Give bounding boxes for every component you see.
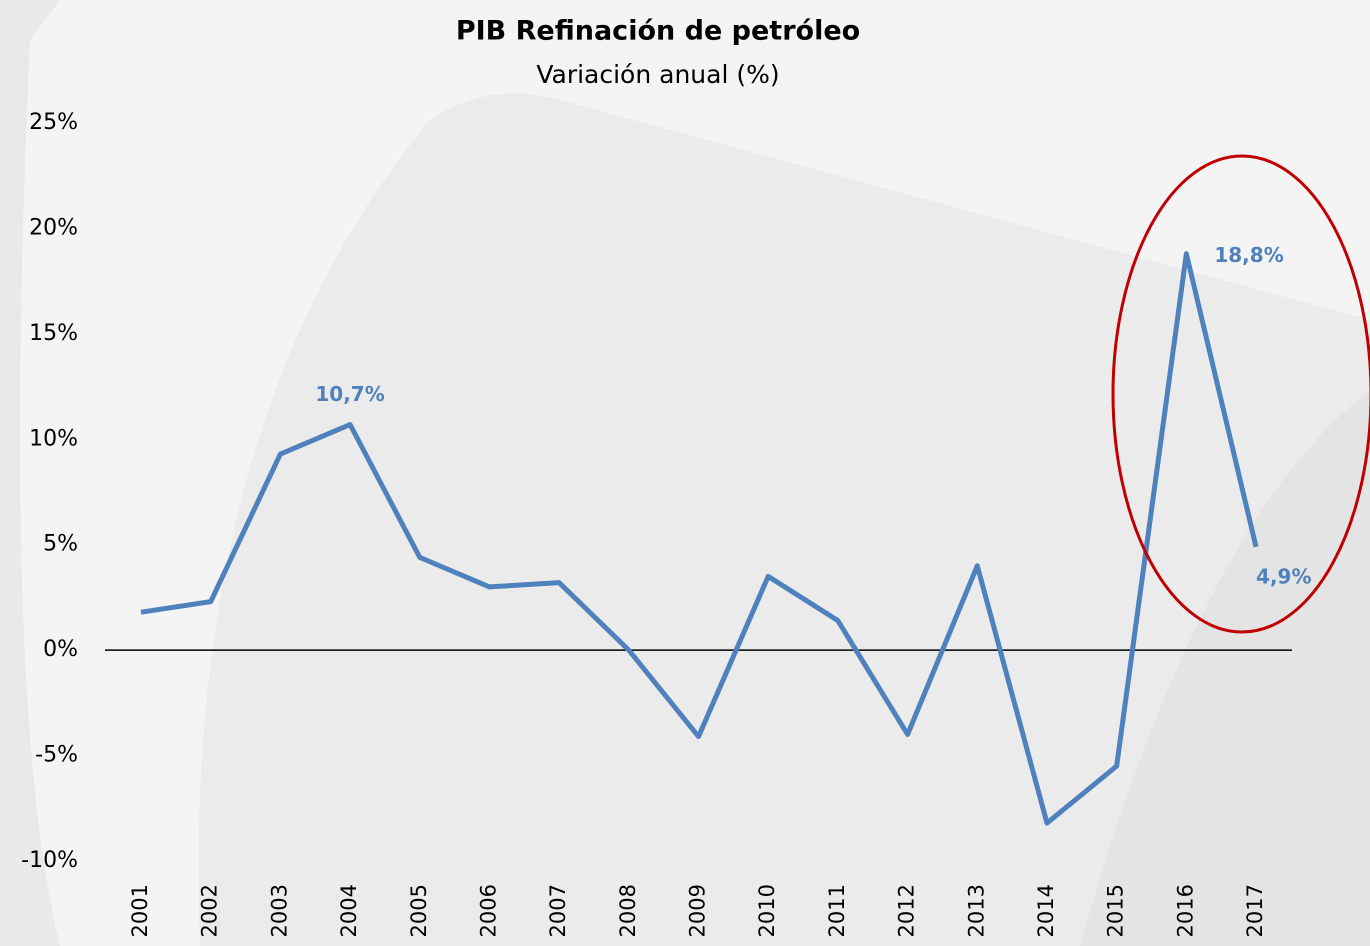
x-tick-label: 2017 bbox=[1243, 884, 1267, 937]
x-tick-label: 2012 bbox=[895, 884, 919, 937]
y-tick-label: 15% bbox=[29, 321, 78, 346]
x-tick-label: 2004 bbox=[337, 884, 361, 937]
y-tick-label: 0% bbox=[43, 637, 78, 662]
y-tick-label: -5% bbox=[35, 743, 78, 768]
y-tick-label: 20% bbox=[29, 215, 78, 240]
value-label: 10,7% bbox=[315, 382, 384, 406]
background-shape bbox=[0, 0, 60, 946]
x-tick-label: 2005 bbox=[407, 884, 431, 937]
x-tick-label: 2006 bbox=[476, 884, 500, 937]
x-tick-label: 2015 bbox=[1104, 884, 1128, 937]
x-tick-label: 2016 bbox=[1173, 884, 1197, 937]
chart-subtitle: Variación anual (%) bbox=[536, 60, 779, 89]
y-tick-label: 25% bbox=[29, 110, 78, 135]
x-tick-label: 2001 bbox=[128, 884, 152, 937]
x-tick-label: 2014 bbox=[1034, 884, 1058, 937]
x-tick-label: 2011 bbox=[825, 884, 849, 937]
x-tick-label: 2007 bbox=[546, 884, 570, 937]
x-tick-label: 2002 bbox=[198, 884, 222, 937]
chart-title: PIB Refinación de petróleo bbox=[456, 16, 860, 47]
x-tick-label: 2008 bbox=[616, 884, 640, 937]
value-label: 18,8% bbox=[1214, 243, 1283, 267]
y-tick-label: 10% bbox=[29, 426, 78, 451]
y-tick-label: -10% bbox=[21, 848, 78, 873]
chart: PIB Refinación de petróleo Variación anu… bbox=[0, 0, 1370, 946]
x-tick-label: 2010 bbox=[755, 884, 779, 937]
x-tick-label: 2009 bbox=[686, 884, 710, 937]
value-label: 4,9% bbox=[1256, 564, 1311, 588]
x-tick-label: 2013 bbox=[964, 884, 988, 937]
x-tick-label: 2003 bbox=[267, 884, 291, 937]
y-tick-label: 5% bbox=[43, 532, 78, 557]
